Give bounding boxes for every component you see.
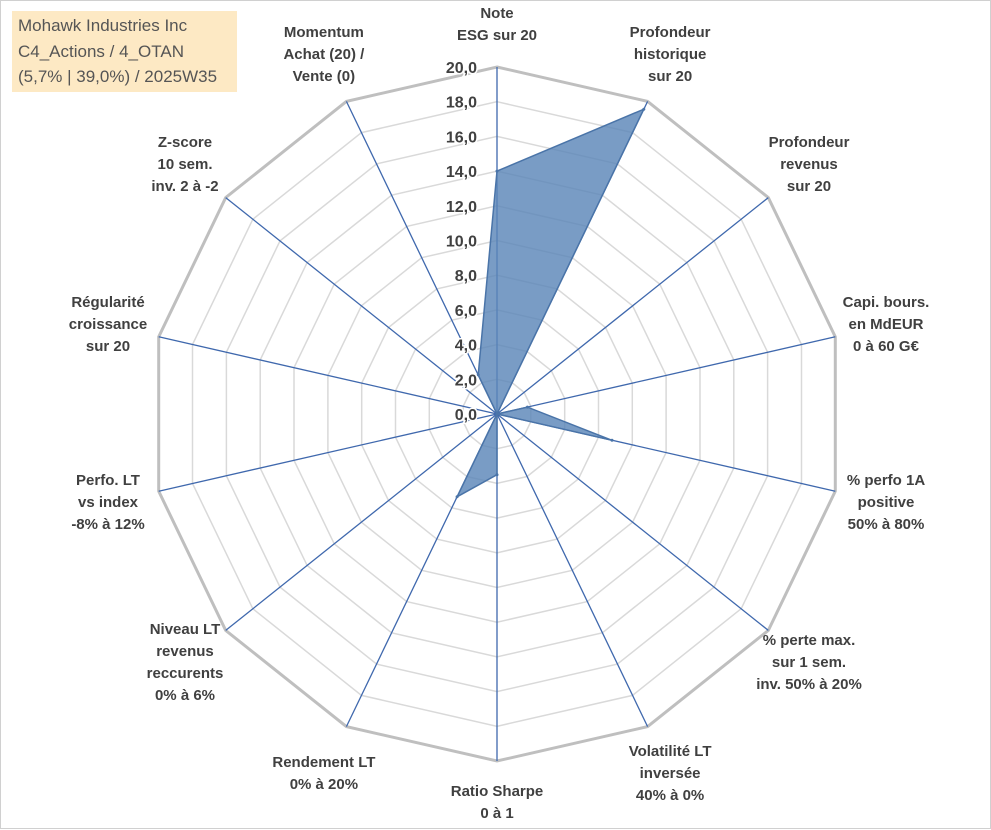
data-series-area	[455, 107, 646, 499]
axis-spoke	[345, 101, 498, 415]
data-point	[525, 405, 529, 409]
tick-label: 12,0	[446, 199, 477, 216]
axis-spoke	[496, 197, 769, 415]
tick-label: 4,0	[455, 338, 477, 355]
axis-spoke	[158, 413, 498, 492]
axis-label: Ratio Sharpe 0 à 1	[450, 783, 544, 822]
axis-spoke	[158, 336, 498, 415]
tick-label: 18,0	[446, 95, 477, 112]
axis-label: Note ESG sur 20	[456, 5, 538, 44]
title-line-company: Mohawk Industries Inc	[18, 16, 188, 35]
data-point	[495, 412, 499, 416]
data-point	[610, 438, 614, 442]
chart-title-box: Mohawk Industries Inc C4_Actions / 4_OTA…	[12, 11, 237, 92]
axis-label: Momentum Achat (20) / Vente (0)	[283, 23, 365, 85]
axis-spoke	[496, 336, 836, 415]
axis-label: % perfo 1A positive 50% à 80%	[846, 471, 926, 533]
tick-label: 0,0	[455, 407, 477, 424]
axis-label: Rendement LT 0% à 20%	[272, 753, 376, 793]
axis-label: Z-score 10 sem. inv. 2 à -2	[151, 134, 219, 196]
data-point	[495, 169, 499, 173]
tick-label: 16,0	[446, 129, 477, 146]
title-line-stats: (5,7% | 39,0%) / 2025W35	[18, 67, 218, 86]
axis-spoke	[225, 413, 498, 631]
data-point	[476, 373, 480, 377]
title-line-category: C4_Actions / 4_OTAN	[18, 41, 184, 61]
axis-spoke	[225, 197, 498, 415]
tick-label: 6,0	[455, 303, 477, 320]
data-point	[495, 473, 499, 477]
tick-label: 10,0	[446, 234, 477, 251]
tick-label: 2,0	[455, 372, 477, 389]
axis-label: Profondeur revenus sur 20	[768, 134, 850, 196]
data-point	[642, 107, 646, 111]
axis-label: Volatilité LT inversée 40% à 0%	[628, 742, 712, 804]
tick-label: 20,0	[446, 60, 477, 77]
axis-label: Capi. bours. en MdEUR 0 à 60 G€	[842, 294, 930, 356]
axis-label: Perfo. LT vs index -8% à 12%	[71, 471, 145, 533]
axis-label: % perte max. sur 1 sem. inv. 50% à 20%	[756, 631, 862, 693]
tick-label: 8,0	[455, 268, 477, 285]
axis-label: Profondeur historique sur 20	[629, 23, 711, 85]
tick-label: 14,0	[446, 164, 477, 181]
data-point	[455, 495, 459, 499]
axis-spoke	[496, 413, 649, 727]
axis-label: Régularité croissance sur 20	[68, 294, 148, 356]
axis-spoke	[496, 413, 769, 631]
axis-label: Niveau LT revenus reccurents 0% à 6%	[146, 620, 224, 704]
